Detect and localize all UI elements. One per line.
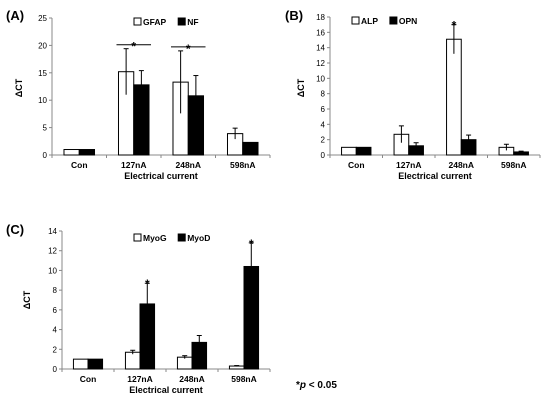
panel-3-y-tick-label: 2 <box>53 345 58 354</box>
panel-1-legend-label-gfap: GFAP <box>143 17 166 27</box>
panel-2-legend-swatch-opn <box>389 16 398 25</box>
panel-2-y-tick-label: 14 <box>316 44 325 53</box>
panel-1-significance-marker: * <box>186 42 191 56</box>
panel-2-y-tick-label: 6 <box>321 105 326 114</box>
panel-3-bar-myog <box>72 358 89 370</box>
panel-3-y-axis-title: ΔCT <box>22 290 32 309</box>
panel-2-legend-swatch-alp <box>351 16 360 25</box>
panel-3-y-tick-label: 4 <box>53 326 58 335</box>
panel-1-category-label: 598nA <box>230 160 256 170</box>
panel-2-y-tick-label: 8 <box>321 90 326 99</box>
panel-1-y-tick-label: 20 <box>38 41 47 50</box>
panel-1-category-label: 127nA <box>121 160 147 170</box>
panel-1-significance-marker: * <box>131 40 136 54</box>
panel-1-category-label: Con <box>71 160 88 170</box>
panel-2-bar-alp <box>446 38 462 156</box>
panel-1-bar-nf <box>78 149 96 156</box>
panel-2-x-axis-title: Electrical current <box>398 171 472 181</box>
significance-footnote: *p < 0.05 <box>296 380 337 391</box>
panel-1-legend-swatch-nf <box>177 17 186 26</box>
panel-3-bar-myod <box>87 358 104 370</box>
panel-1-legend-label-nf: NF <box>187 17 198 27</box>
panel-3-category-label: 598nA <box>231 374 257 384</box>
panel-3-bar-myog <box>176 356 193 370</box>
panel-3-legend-label-myod: MyoD <box>187 233 210 243</box>
panel-1-y-tick-label: 0 <box>43 151 48 160</box>
panel-2-y-tick-label: 2 <box>321 136 326 145</box>
panel-3-y-tick-label: 10 <box>48 266 57 275</box>
panel-3-significance-marker: * <box>249 237 254 251</box>
panel-1-label: (A) <box>6 8 24 23</box>
panel-1-x-axis-title: Electrical current <box>124 171 198 181</box>
panel-1-legend-swatch-gfap <box>133 17 142 26</box>
panel-2-legend-label-opn: OPN <box>399 16 417 26</box>
panel-2-y-tick-label: 16 <box>316 28 325 37</box>
panel-2-significance-marker: * <box>452 19 457 33</box>
panel-1-y-tick-label: 5 <box>43 124 48 133</box>
panel-1-y-tick-label: 10 <box>38 96 47 105</box>
panel-3-y-tick-label: 0 <box>53 365 58 374</box>
panel-3-y-tick-label: 14 <box>48 227 57 236</box>
panel-1-y-tick-label: 25 <box>38 14 47 23</box>
panel-3-y-tick-label: 12 <box>48 247 57 256</box>
panel-3-category-label: 248nA <box>179 374 205 384</box>
panel-3-legend-swatch-myog <box>133 233 142 242</box>
panel-2-category-label: Con <box>348 160 365 170</box>
panel-1-y-axis-title: ΔCT <box>14 78 24 97</box>
panel-3-legend-swatch-myod <box>177 233 186 242</box>
panel-3-legend-label-myog: MyoG <box>143 233 167 243</box>
panel-2-category-label: 248nA <box>448 160 474 170</box>
panel-2-y-tick-label: 18 <box>316 13 325 22</box>
panel-2-y-tick-label: 12 <box>316 59 325 68</box>
panel-2-category-label: 127nA <box>396 160 422 170</box>
panel-3-bar-myog <box>124 351 141 370</box>
panel-3-x-axis-title: Electrical current <box>129 385 203 395</box>
panel-1-bar-nf <box>242 141 259 156</box>
panel-2-bar-opn <box>355 146 372 156</box>
panel-2-y-tick-label: 0 <box>321 151 326 160</box>
panel-2-legend-label-alp: ALP <box>361 16 378 26</box>
panel-1-bar-gfap <box>63 149 80 156</box>
panel-1-category-label: 248nA <box>175 160 201 170</box>
panel-3-y-tick-label: 8 <box>53 286 58 295</box>
panel-1-y-tick-label: 15 <box>38 69 47 78</box>
panel-2-y-tick-label: 4 <box>321 120 326 129</box>
panel-3-label: (C) <box>6 222 24 237</box>
panel-3-significance-marker: * <box>145 277 150 291</box>
panel-2-label: (B) <box>285 8 303 23</box>
panel-3-category-label: Con <box>80 374 97 384</box>
panel-2-bar-alp <box>341 146 357 156</box>
panel-2-y-tick-label: 10 <box>316 74 325 83</box>
panel-2-y-axis-title: ΔCT <box>296 78 306 97</box>
panel-2-category-label: 598nA <box>501 160 527 170</box>
panel-3-y-tick-label: 6 <box>53 306 58 315</box>
panel-3-category-label: 127nA <box>127 374 153 384</box>
